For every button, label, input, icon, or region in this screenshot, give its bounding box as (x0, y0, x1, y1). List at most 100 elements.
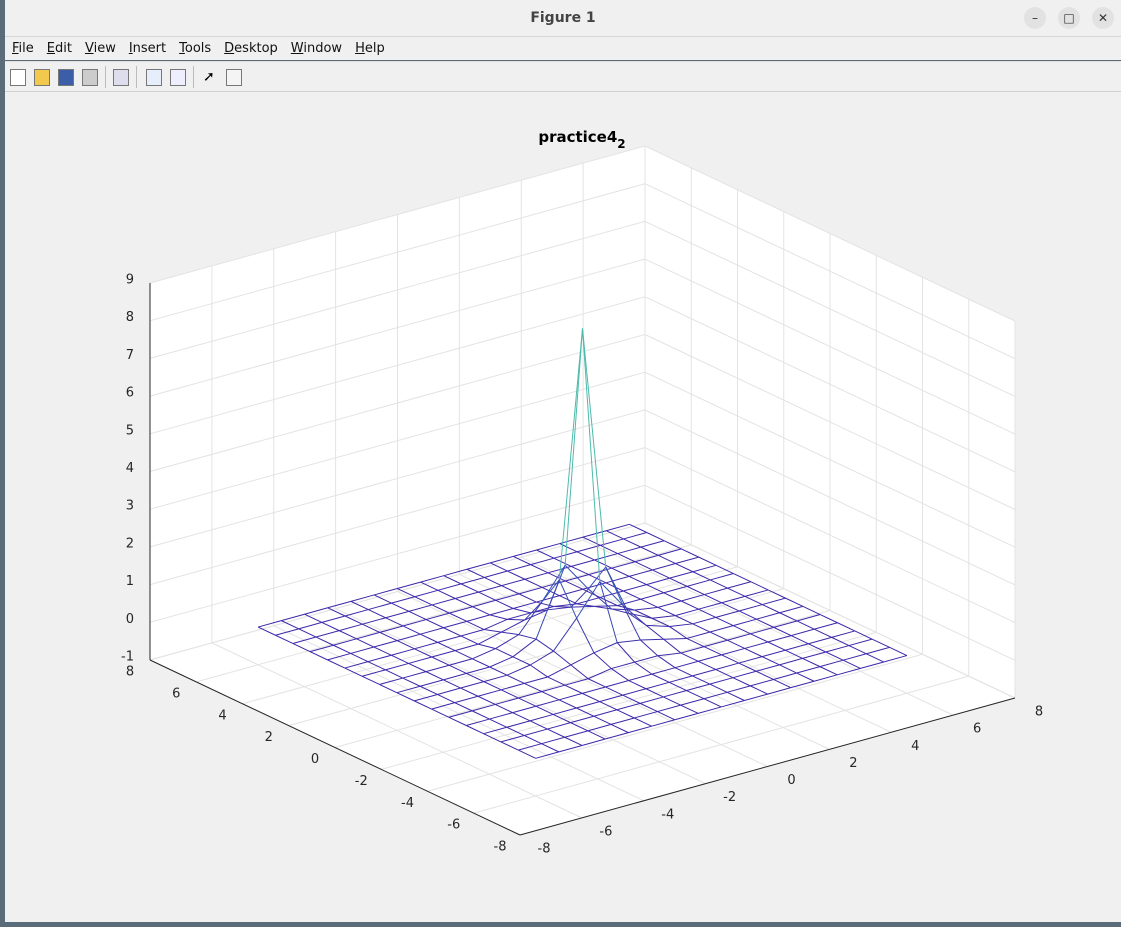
mesh-segment (402, 625, 421, 635)
mesh-segment (582, 328, 607, 568)
mesh-segment (790, 628, 815, 637)
mesh-segment (558, 579, 578, 619)
mesh-segment (292, 636, 317, 644)
mesh-segment (703, 646, 722, 656)
mesh-segment (490, 555, 514, 564)
mesh-segment (628, 680, 647, 690)
mesh-segment (658, 548, 682, 556)
z-tick-label: 7 (126, 348, 134, 363)
grid-line (149, 296, 646, 435)
mesh-segment (471, 710, 490, 720)
mesh-segment (605, 566, 624, 606)
menu-item[interactable]: Help (355, 41, 385, 56)
menu-item[interactable]: Window (290, 41, 343, 56)
mesh-segment (587, 723, 612, 732)
mesh-segment (292, 643, 311, 653)
mesh-segment (524, 676, 548, 684)
menu-item[interactable]: Tools (179, 41, 212, 56)
mesh-segment (443, 672, 467, 681)
mesh-segment (854, 630, 873, 640)
mesh-segment (408, 662, 427, 673)
mesh-segment (385, 617, 404, 627)
mesh-segment (663, 638, 682, 654)
mesh-segment (732, 677, 751, 687)
mesh-segment (669, 675, 693, 683)
mesh-segment (315, 636, 334, 646)
close-button[interactable]: ✕ (1092, 7, 1114, 29)
open-button[interactable] (34, 69, 50, 86)
mesh-segment (512, 705, 536, 714)
mesh-segment (779, 612, 798, 622)
mesh-segment (623, 590, 641, 600)
mesh-segment (750, 685, 768, 695)
link-button[interactable] (113, 69, 129, 86)
mesh-segment (501, 585, 520, 595)
save-button[interactable] (58, 69, 74, 86)
mesh-segment (541, 691, 560, 701)
mesh-segment (327, 652, 351, 661)
mesh-segment (466, 568, 485, 578)
mesh-segment (750, 581, 769, 591)
mesh-segment (698, 608, 717, 618)
new-figure-button[interactable] (10, 69, 26, 86)
mesh-segment (547, 664, 572, 678)
print-button[interactable] (82, 69, 98, 86)
menu-item[interactable]: View (84, 41, 116, 56)
mesh-segment (362, 669, 386, 677)
mesh-segment (616, 702, 641, 711)
mesh-segment (425, 664, 450, 673)
mesh-segment (507, 570, 526, 580)
mesh-segment (460, 635, 479, 645)
grid-line (644, 296, 1016, 473)
mesh-segment (796, 620, 815, 630)
mesh-segment (414, 693, 438, 702)
mesh-segment (663, 592, 682, 602)
mesh-segment (715, 662, 739, 670)
grid-line (149, 220, 646, 359)
mesh-segment (651, 673, 670, 683)
mesh-segment (564, 730, 589, 738)
mesh-segment (524, 572, 549, 580)
mesh-segment (559, 536, 584, 545)
mesh-segment (703, 698, 722, 708)
menu-item[interactable]: File (12, 41, 34, 56)
mesh-segment (581, 738, 606, 746)
menu-item[interactable]: Edit (46, 41, 72, 56)
mesh-segment (518, 634, 537, 640)
menu-item[interactable]: Insert (128, 41, 167, 56)
mesh-segment (391, 654, 409, 664)
mesh-segment (529, 664, 548, 678)
mesh-segment (796, 666, 821, 674)
mesh-segment (495, 599, 514, 609)
mesh-segment (512, 601, 537, 609)
z-tick-label: 1 (126, 574, 134, 589)
maximize-button[interactable]: □ (1058, 7, 1080, 29)
grid-line (149, 447, 646, 586)
mesh-segment (634, 561, 653, 571)
mesh-segment (640, 638, 664, 641)
mesh-segment (617, 598, 641, 607)
grid-line (149, 183, 646, 322)
x-tick-label: 0 (787, 773, 795, 788)
mesh-segment (564, 678, 589, 686)
x-tick-label: -6 (599, 824, 612, 839)
mesh-segment (414, 648, 433, 658)
mesh-segment (512, 656, 531, 666)
mesh-segment (686, 579, 711, 587)
mesh-segment (657, 711, 676, 721)
menu-item[interactable]: Desktop (224, 41, 278, 56)
legend-button[interactable] (170, 69, 186, 86)
mesh-segment (477, 695, 496, 705)
property-editor-button[interactable] (226, 69, 242, 86)
pointer-button[interactable]: ➚ (203, 69, 215, 85)
mesh-segment (709, 625, 734, 633)
mesh-segment (680, 652, 699, 662)
minimize-button[interactable]: – (1024, 7, 1046, 29)
mesh-segment (541, 743, 560, 753)
mesh-segment (564, 328, 583, 566)
colorbar-button[interactable] (146, 69, 162, 86)
y-tick-label: 0 (311, 752, 319, 767)
mesh-segment (529, 713, 554, 722)
mesh-segment (437, 583, 462, 591)
mesh-segment (361, 675, 380, 685)
